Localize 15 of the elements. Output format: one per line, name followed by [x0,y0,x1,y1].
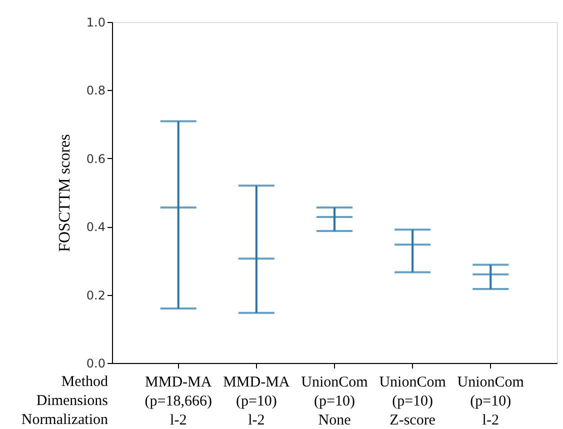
x-tick-label: MMD-MA (p=18,666) l-2 [144,374,212,428]
y-tick-label: 0.6 [86,152,106,166]
y-tick-label: 0.8 [86,84,106,98]
x-tick-label: UnionCom (p=10) Z-score [379,374,446,428]
y-axis-title: FOSCTTM scores [56,134,74,252]
x-tick-label: UnionCom (p=10) None [301,374,368,428]
y-tick-label: 1.0 [86,16,106,30]
y-tick-label: 0.2 [86,288,106,302]
y-tick-label: 0.0 [86,356,106,370]
text: Normalization [21,412,108,428]
x-tick-label: MMD-MA (p=10) l-2 [223,374,290,428]
text: Dimensions [36,393,108,409]
y-tick-label: 0.4 [86,220,106,234]
text: Method [61,374,108,390]
x-tick-label: UnionCom (p=10) l-2 [457,374,524,428]
